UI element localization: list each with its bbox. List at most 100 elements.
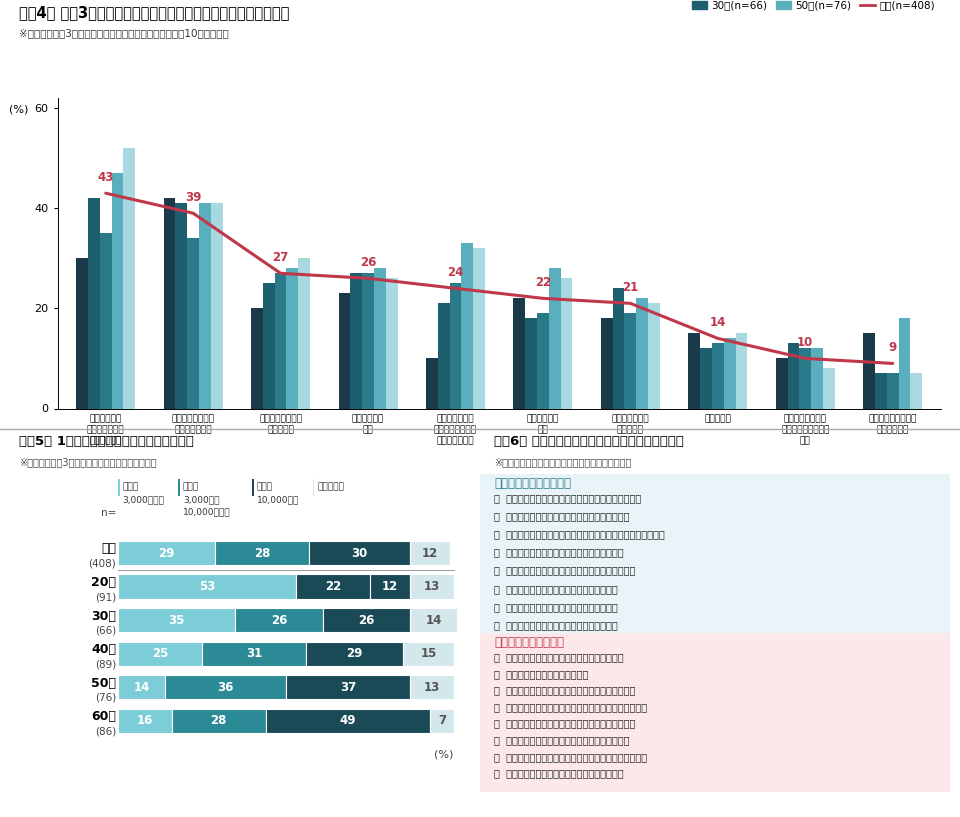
Text: 50代: 50代 bbox=[91, 676, 116, 690]
Bar bbox=[636, 298, 648, 408]
Text: ・  食材が、傷んでいる／鮮度が悪い／賞味期限が近い: ・ 食材が、傷んでいる／鮮度が悪い／賞味期限が近い bbox=[494, 493, 641, 503]
Bar bbox=[165, 675, 286, 699]
Text: ・  欠品が多かったり、買える数量が限定されている: ・ 欠品が多かったり、買える数量が限定されている bbox=[494, 565, 636, 576]
Bar bbox=[118, 479, 120, 496]
Text: (76): (76) bbox=[95, 693, 116, 703]
Bar bbox=[724, 338, 735, 408]
Bar bbox=[252, 308, 263, 408]
Bar bbox=[76, 258, 88, 408]
Text: ＜改善してほしい点＞: ＜改善してほしい点＞ bbox=[494, 636, 564, 650]
Bar bbox=[199, 203, 211, 408]
Bar bbox=[202, 641, 306, 666]
Text: 20代: 20代 bbox=[91, 576, 116, 589]
Bar bbox=[426, 359, 438, 408]
Bar bbox=[473, 248, 485, 408]
Text: 31: 31 bbox=[246, 647, 262, 660]
Text: 60代: 60代 bbox=[91, 710, 116, 723]
Bar bbox=[118, 708, 172, 733]
Bar bbox=[410, 675, 454, 699]
Bar bbox=[612, 288, 624, 408]
Bar bbox=[386, 279, 397, 408]
Bar bbox=[899, 319, 910, 408]
Bar bbox=[111, 173, 124, 408]
Bar bbox=[118, 574, 296, 599]
Text: ※ベース：直近3か月以内に食材宅配を利用した人: ※ベース：直近3か月以内に食材宅配を利用した人 bbox=[19, 458, 156, 467]
FancyBboxPatch shape bbox=[480, 633, 950, 792]
Text: ・  少人数（一人）用の少量のサイズがもっとあればいい: ・ 少人数（一人）用の少量のサイズがもっとあればいい bbox=[494, 752, 647, 761]
Bar bbox=[410, 608, 457, 632]
Text: 26: 26 bbox=[360, 257, 376, 270]
Text: 28: 28 bbox=[254, 547, 271, 560]
Bar bbox=[179, 479, 180, 496]
Text: (86): (86) bbox=[95, 726, 116, 736]
Text: 14: 14 bbox=[133, 681, 150, 694]
Bar bbox=[776, 359, 787, 408]
Bar bbox=[688, 333, 700, 408]
Text: 12: 12 bbox=[422, 547, 439, 560]
Text: 12: 12 bbox=[382, 580, 398, 593]
Bar bbox=[263, 283, 275, 408]
Text: 43: 43 bbox=[98, 172, 114, 184]
Text: 22: 22 bbox=[324, 580, 341, 593]
Bar bbox=[350, 274, 362, 408]
Text: 13: 13 bbox=[423, 681, 440, 694]
Text: ・  気温により、保冷剤やドライアイスを増やしてほしい: ・ 気温により、保冷剤やドライアイスを増やしてほしい bbox=[494, 702, 647, 712]
Bar bbox=[275, 274, 286, 408]
Bar bbox=[800, 348, 811, 408]
Text: 39: 39 bbox=[185, 191, 202, 204]
Text: 37: 37 bbox=[340, 681, 356, 694]
Bar bbox=[735, 333, 747, 408]
Text: 26: 26 bbox=[271, 614, 287, 627]
Bar bbox=[118, 608, 235, 632]
Legend: 20代(n=91), 30代(n=66), 40代(n=89), 50代(n=76), 60代(n=86), 全体(n=408): 20代(n=91), 30代(n=66), 40代(n=89), 50代(n=7… bbox=[691, 0, 936, 11]
Text: 15: 15 bbox=[420, 647, 437, 660]
Bar bbox=[624, 314, 636, 408]
Bar bbox=[176, 203, 187, 408]
Bar bbox=[549, 268, 561, 408]
Bar bbox=[88, 199, 100, 408]
Text: 10,000円～: 10,000円～ bbox=[256, 495, 299, 504]
Text: 30代: 30代 bbox=[91, 609, 116, 623]
Text: ・  注文期日が決まっているから注文しにくい: ・ 注文期日が決まっているから注文しにくい bbox=[494, 602, 618, 612]
Bar bbox=[438, 303, 449, 408]
Text: ＜围5＞ 1か月に使っている金額（単一回答）: ＜围5＞ 1か月に使っている金額（単一回答） bbox=[19, 435, 194, 448]
Text: (66): (66) bbox=[95, 626, 116, 636]
Text: ・  カップスイーツの容器が倒れて他の食品がベタベタになった: ・ カップスイーツの容器が倒れて他の食品がベタベタになった bbox=[494, 529, 665, 539]
Text: わからない: わからない bbox=[317, 482, 344, 491]
Bar bbox=[313, 479, 314, 496]
Text: 29: 29 bbox=[158, 547, 175, 560]
Text: 全体: 全体 bbox=[102, 542, 116, 556]
Text: (408): (408) bbox=[88, 559, 116, 569]
Bar bbox=[823, 368, 835, 408]
Bar bbox=[410, 574, 454, 599]
Text: ※ベース：過去に食材宅配を利用した人／一部抜粤: ※ベース：過去に食材宅配を利用した人／一部抜粤 bbox=[494, 458, 632, 467]
Bar bbox=[410, 541, 450, 565]
Bar bbox=[118, 675, 165, 699]
Bar bbox=[286, 675, 410, 699]
Bar bbox=[215, 541, 309, 565]
Text: 10,000円未満: 10,000円未満 bbox=[182, 507, 230, 516]
Bar bbox=[514, 298, 525, 408]
Bar bbox=[266, 708, 430, 733]
Bar bbox=[875, 373, 887, 408]
Text: 9: 9 bbox=[889, 342, 897, 355]
Text: ・  賞味期限の選択ができると良い: ・ 賞味期限の選択ができると良い bbox=[494, 669, 588, 679]
Text: ・  野菜や果物の傷み具合をよく確認してほしい: ・ 野菜や果物の傷み具合をよく確認してほしい bbox=[494, 652, 624, 663]
Text: ・  気温の高い時期に冷凍食品やアイスが溶けた: ・ 気温の高い時期に冷凍食品やアイスが溶けた bbox=[494, 547, 624, 557]
Text: (%): (%) bbox=[9, 105, 29, 114]
Text: ※ベース：直近3か月以内に食材宅配を利用した人／上位10項目を抜粤: ※ベース：直近3か月以内に食材宅配を利用した人／上位10項目を抜粤 bbox=[19, 29, 228, 38]
Text: ・  欠品の時の連絡が遅いので早く知らせてほしい: ・ 欠品の時の連絡が遅いので早く知らせてほしい bbox=[494, 735, 630, 745]
Text: 35: 35 bbox=[169, 614, 185, 627]
Text: 7: 7 bbox=[438, 714, 446, 727]
Text: 24: 24 bbox=[447, 266, 464, 279]
Text: 21: 21 bbox=[622, 281, 638, 294]
Bar bbox=[118, 541, 215, 565]
Text: 28: 28 bbox=[210, 714, 227, 727]
Bar bbox=[700, 348, 712, 408]
Bar bbox=[863, 333, 875, 408]
Bar bbox=[100, 233, 111, 408]
Bar bbox=[910, 373, 923, 408]
Text: ・  在庫切れするような商品は受付ないでもらいたい: ・ 在庫切れするような商品は受付ないでもらいたい bbox=[494, 719, 636, 729]
Text: 30: 30 bbox=[351, 547, 368, 560]
Bar bbox=[124, 148, 135, 408]
